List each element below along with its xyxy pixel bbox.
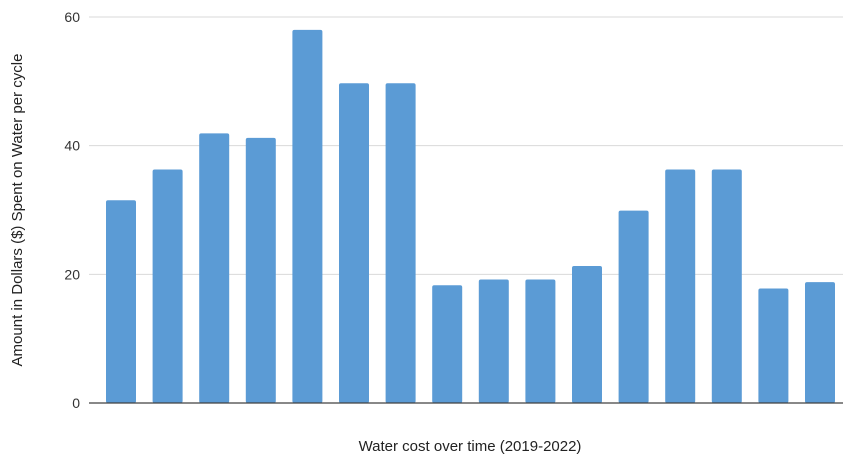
bar-4 bbox=[245, 137, 276, 403]
bar-16 bbox=[805, 282, 835, 403]
bar-3 bbox=[199, 133, 230, 403]
bar-7 bbox=[385, 83, 416, 404]
bar-6 bbox=[339, 83, 369, 404]
bar-9 bbox=[478, 279, 509, 403]
y-tick-label: 20 bbox=[64, 266, 80, 282]
bar-12 bbox=[618, 210, 649, 403]
bar-5 bbox=[292, 29, 323, 404]
bar-8 bbox=[432, 285, 463, 403]
y-axis-title: Amount in Dollars ($) Spent on Water per… bbox=[9, 54, 26, 367]
bar-10 bbox=[525, 279, 556, 403]
y-tick-label: 60 bbox=[64, 9, 80, 25]
y-tick-label: 40 bbox=[64, 138, 80, 154]
bar-14 bbox=[711, 169, 742, 403]
bar-15 bbox=[758, 288, 789, 403]
y-tick-labels: 0 20 40 60 bbox=[64, 9, 80, 411]
x-axis-title: Water cost over time (2019-2022) bbox=[359, 438, 582, 455]
bar-11 bbox=[572, 266, 602, 403]
bar-13 bbox=[665, 169, 696, 403]
y-tick-label: 0 bbox=[72, 395, 80, 411]
bars bbox=[106, 29, 835, 404]
bar-2 bbox=[152, 169, 183, 403]
bar-1 bbox=[106, 200, 136, 403]
